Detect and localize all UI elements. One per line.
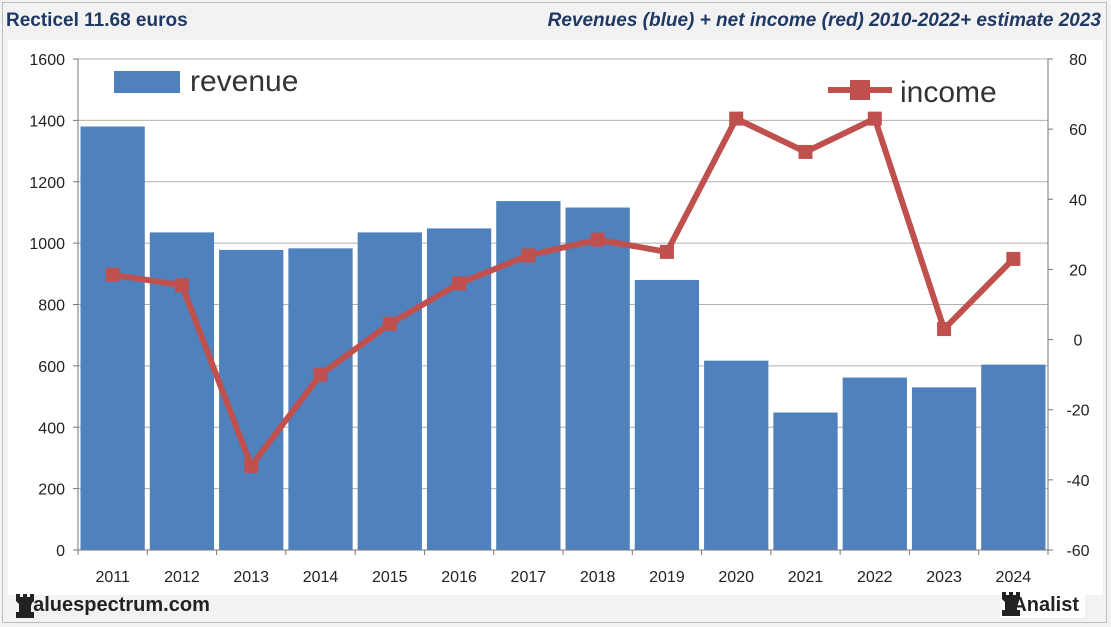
income-marker-2012 — [174, 278, 189, 293]
y-left-tick-label: 400 — [38, 420, 65, 437]
footer-analist: Analist — [1000, 592, 1085, 618]
income-marker-2014 — [313, 367, 328, 382]
y-left-tick-label: 1400 — [29, 113, 65, 130]
chart-subtitle: Revenues (blue) + net income (red) 2010-… — [547, 10, 1101, 31]
bar-revenue-2018 — [565, 207, 630, 550]
bar-revenue-2015 — [357, 232, 422, 550]
y-left-tick-label: 1600 — [29, 52, 65, 69]
x-tick-label: 2023 — [926, 569, 962, 586]
y-left-tick-label: 1200 — [29, 175, 65, 192]
x-tick-label: 2016 — [441, 569, 477, 586]
y-right-tick-label: 80 — [1069, 52, 1087, 69]
income-marker-2024 — [1006, 251, 1021, 266]
x-tick-label: 2024 — [996, 569, 1032, 586]
income-marker-2016 — [452, 276, 467, 291]
rook-icon — [1002, 592, 1021, 616]
y-right-tick-label: 40 — [1069, 192, 1087, 209]
y-left-tick-label: 200 — [38, 482, 65, 499]
y-left-tick-label: 600 — [38, 359, 65, 376]
x-tick-label: 2017 — [511, 569, 547, 586]
income-marker-2017 — [521, 248, 536, 263]
income-marker-2015 — [382, 316, 397, 331]
bar-revenue-2024 — [981, 364, 1046, 550]
y-left-tick-label: 0 — [56, 543, 65, 560]
y-right-tick-label: 20 — [1069, 262, 1087, 279]
x-tick-label: 2021 — [788, 569, 824, 586]
y-right-tick-label: -40 — [1066, 473, 1089, 490]
tick-labels: 0 200 400 600 800 1000 1200 1400 1600 -60 -40 -20 0 2… — [29, 52, 1089, 586]
y-right-tick-label: -20 — [1066, 403, 1089, 420]
x-tick-label: 2013 — [233, 569, 269, 586]
rook-icon — [16, 594, 34, 618]
bar-revenue-2013 — [219, 249, 284, 550]
legend-income-marker — [850, 80, 870, 100]
legend-revenue-label: revenue — [190, 65, 298, 98]
chart-svg: 0 200 400 600 800 1000 1200 1400 1600 -60 -40 -20 0 2… — [29, 52, 1089, 586]
x-tick-label: 2015 — [372, 569, 408, 586]
x-tick-label: 2019 — [649, 569, 685, 586]
chart-title: Recticel 11.68 euros — [6, 10, 188, 31]
y-left-tick-label: 1000 — [29, 236, 65, 253]
y-right-tick-label: 0 — [1074, 333, 1083, 350]
x-tick-label: 2014 — [303, 569, 339, 586]
bar-revenue-2014 — [288, 248, 353, 551]
income-polyline — [112, 115, 1016, 469]
analist-text: Analist — [1012, 593, 1079, 616]
income-line — [105, 111, 1021, 473]
legend: revenue income — [114, 65, 997, 109]
x-tick-label: 2020 — [718, 569, 754, 586]
y-right-tick-label: -60 — [1066, 543, 1089, 560]
income-marker-2018 — [590, 232, 605, 247]
axes — [73, 58, 1053, 555]
bar-revenue-2011 — [80, 126, 145, 550]
brand-text: valuespectrum.com — [22, 594, 210, 616]
income-marker-2020 — [729, 111, 744, 126]
x-tick-label: 2018 — [580, 569, 616, 586]
bar-revenue-2020 — [704, 360, 769, 550]
bar-revenue-2021 — [773, 412, 838, 550]
legend-revenue-swatch — [114, 71, 180, 93]
x-tick-label: 2012 — [164, 569, 200, 586]
income-marker-2022 — [867, 111, 882, 126]
y-left-tick-label: 800 — [38, 298, 65, 315]
income-marker-2019 — [659, 244, 674, 259]
income-marker-2013 — [244, 458, 259, 473]
x-tick-label: 2011 — [95, 569, 130, 586]
footer-brand: valuespectrum.com — [14, 594, 210, 618]
income-marker-2021 — [798, 144, 813, 159]
y-right-tick-label: 60 — [1069, 122, 1087, 139]
bar-revenue-2023 — [911, 387, 977, 550]
income-marker-2011 — [105, 267, 120, 282]
x-tick-label: 2022 — [857, 569, 893, 586]
legend-income-label: income — [900, 76, 997, 109]
income-marker-2023 — [937, 322, 952, 337]
bar-revenue-2022 — [842, 377, 907, 550]
bar-revenue-2019 — [634, 279, 700, 550]
plot-panel: 0 200 400 600 800 1000 1200 1400 1600 -60 -40 -20 0 2… — [8, 40, 1103, 595]
